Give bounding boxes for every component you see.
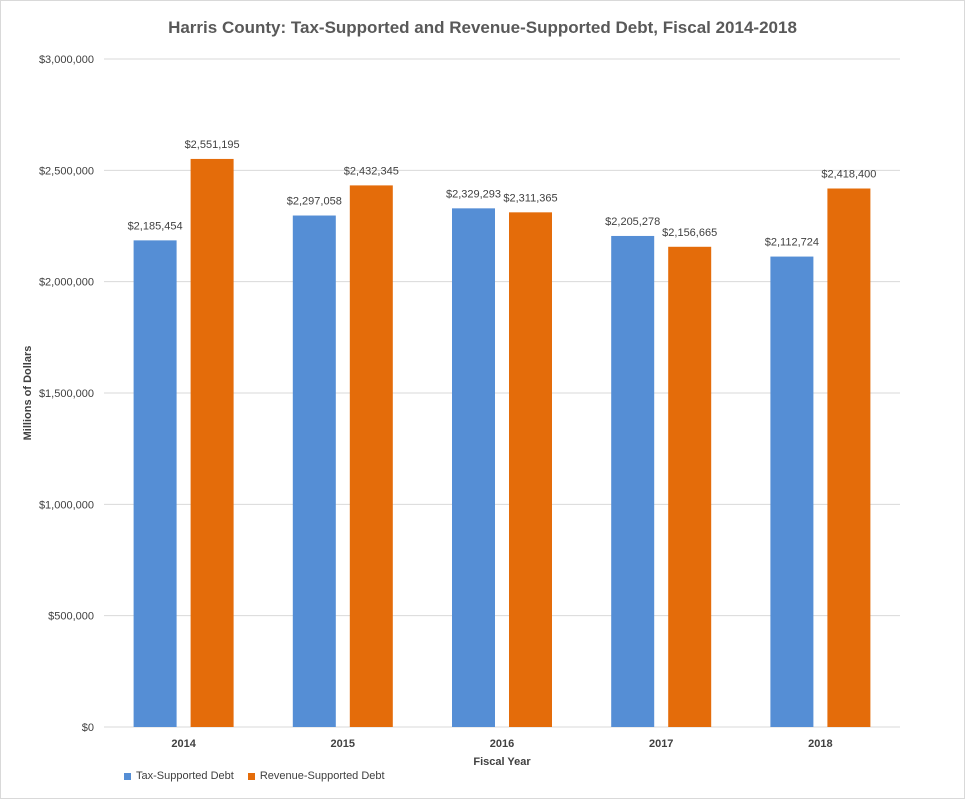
bar-revenue	[668, 246, 712, 727]
y-tick-label: $500,000	[48, 611, 94, 623]
data-label-revenue: $2,418,400	[821, 169, 876, 181]
data-label-revenue: $2,551,195	[185, 139, 240, 151]
y-tick-label: $2,500,000	[39, 165, 94, 177]
x-axis-label: Fiscal Year	[473, 756, 531, 768]
y-tick-label: $1,500,000	[39, 388, 94, 400]
data-label-tax: $2,297,058	[287, 196, 342, 208]
legend-label-tax: Tax-Supported Debt	[136, 770, 234, 782]
chart-title: Harris County: Tax-Supported and Revenue…	[168, 18, 797, 37]
data-label-revenue: $2,432,345	[344, 165, 399, 177]
data-label-tax: $2,112,724	[765, 237, 819, 249]
x-tick-label: 2018	[808, 738, 832, 750]
bar-revenue	[190, 158, 234, 728]
bar-tax	[452, 208, 495, 727]
y-tick-label: $0	[82, 722, 94, 734]
legend-swatch-revenue	[247, 772, 255, 780]
x-tick-label: 2017	[649, 738, 673, 750]
data-label-revenue: $2,156,665	[662, 227, 717, 239]
y-tick-label: $2,000,000	[39, 277, 94, 289]
data-label-tax: $2,329,293	[446, 188, 501, 200]
x-tick-label: 2015	[331, 738, 355, 750]
data-label-revenue: $2,311,365	[503, 192, 557, 204]
bar-tax	[133, 240, 177, 727]
x-tick-label: 2016	[490, 738, 514, 750]
bar-revenue	[509, 212, 552, 727]
data-label-tax: $2,185,454	[128, 220, 183, 232]
legend-label-revenue: Revenue-Supported Debt	[259, 770, 385, 782]
bar-revenue	[827, 188, 871, 727]
legend-item-tax: Tax-Supported Debt	[124, 770, 234, 782]
y-tick-label: $3,000,000	[39, 54, 94, 66]
data-label-tax: $2,205,278	[605, 216, 660, 228]
bar-tax	[611, 235, 655, 727]
legend-swatch-tax	[124, 772, 131, 780]
x-tick-label: 2014	[171, 738, 196, 750]
y-tick-label: $1,000,000	[39, 499, 94, 511]
bar-revenue	[349, 185, 393, 728]
bar-tax	[292, 215, 336, 727]
legend-item-revenue: Revenue-Supported Debt	[247, 770, 385, 782]
legend: Tax-Supported Debt Revenue-Supported Deb…	[124, 770, 385, 782]
bar-tax	[770, 256, 814, 727]
